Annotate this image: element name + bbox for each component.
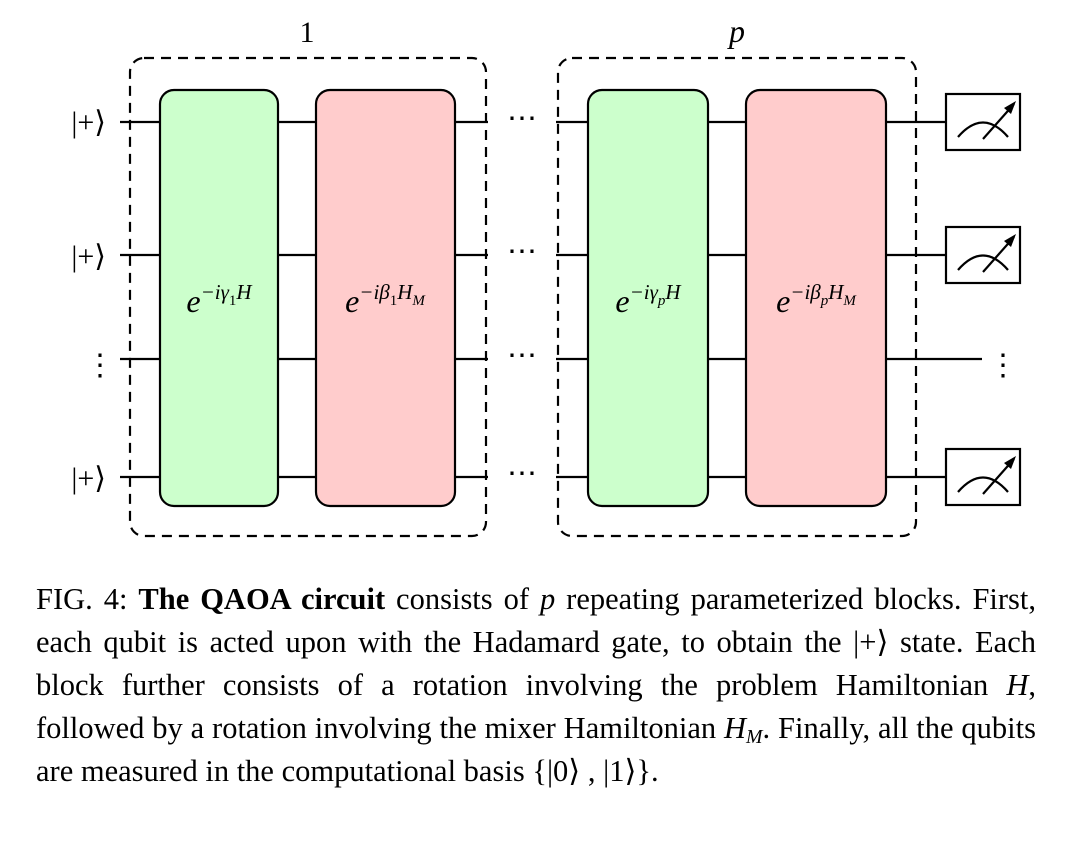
meter-icon	[957, 476, 1009, 493]
gate-mixer-p	[744, 88, 888, 508]
output-vdots: ⋮	[988, 349, 1018, 382]
caption-label: FIG. 4:	[36, 582, 128, 616]
input-state-4: |+⟩	[71, 462, 106, 495]
gate-label-cost-1: e−iγ1H	[186, 280, 253, 319]
qaoa-circuit-diagram: 1 p |+⟩ |+⟩ ⋮ |+⟩ ⋯ ⋯ ⋯ ⋯ e−iγ1H e−iβ1HM…	[71, 13, 1022, 538]
qubit-wires	[120, 120, 982, 479]
input-state-1: |+⟩	[71, 106, 106, 139]
wire-gap-dots-2: ⋯	[507, 235, 537, 268]
wire-gap-dots-4: ⋯	[507, 457, 537, 490]
meter-icon	[957, 121, 1009, 138]
block-1-frame	[128, 56, 488, 538]
block-label-p: p	[727, 13, 745, 49]
gate-label-cost-p: e−iγpH	[615, 280, 682, 319]
input-state-2: |+⟩	[71, 240, 106, 273]
gate-cost-1	[158, 88, 280, 508]
block-label-1: 1	[300, 16, 315, 49]
gate-mixer-1	[314, 88, 457, 508]
block-p-frame	[556, 56, 918, 538]
input-vdots: ⋮	[85, 349, 115, 382]
gate-label-mixer-1: e−iβ1HM	[345, 280, 426, 319]
wire-gap-dots-1: ⋯	[507, 102, 537, 135]
caption-title: The QAOA circuit	[138, 582, 386, 616]
meter-icon	[957, 254, 1009, 271]
wire-gap-dots-3: ⋯	[507, 339, 537, 372]
figure-caption: FIG. 4: The QAOA circuit consists of p r…	[36, 582, 1037, 788]
measurement-2	[944, 225, 1022, 285]
measurement-3	[944, 447, 1022, 507]
gate-label-mixer-p: e−iβpHM	[776, 280, 857, 319]
gate-cost-p	[586, 88, 710, 508]
measurement-1	[944, 92, 1022, 152]
